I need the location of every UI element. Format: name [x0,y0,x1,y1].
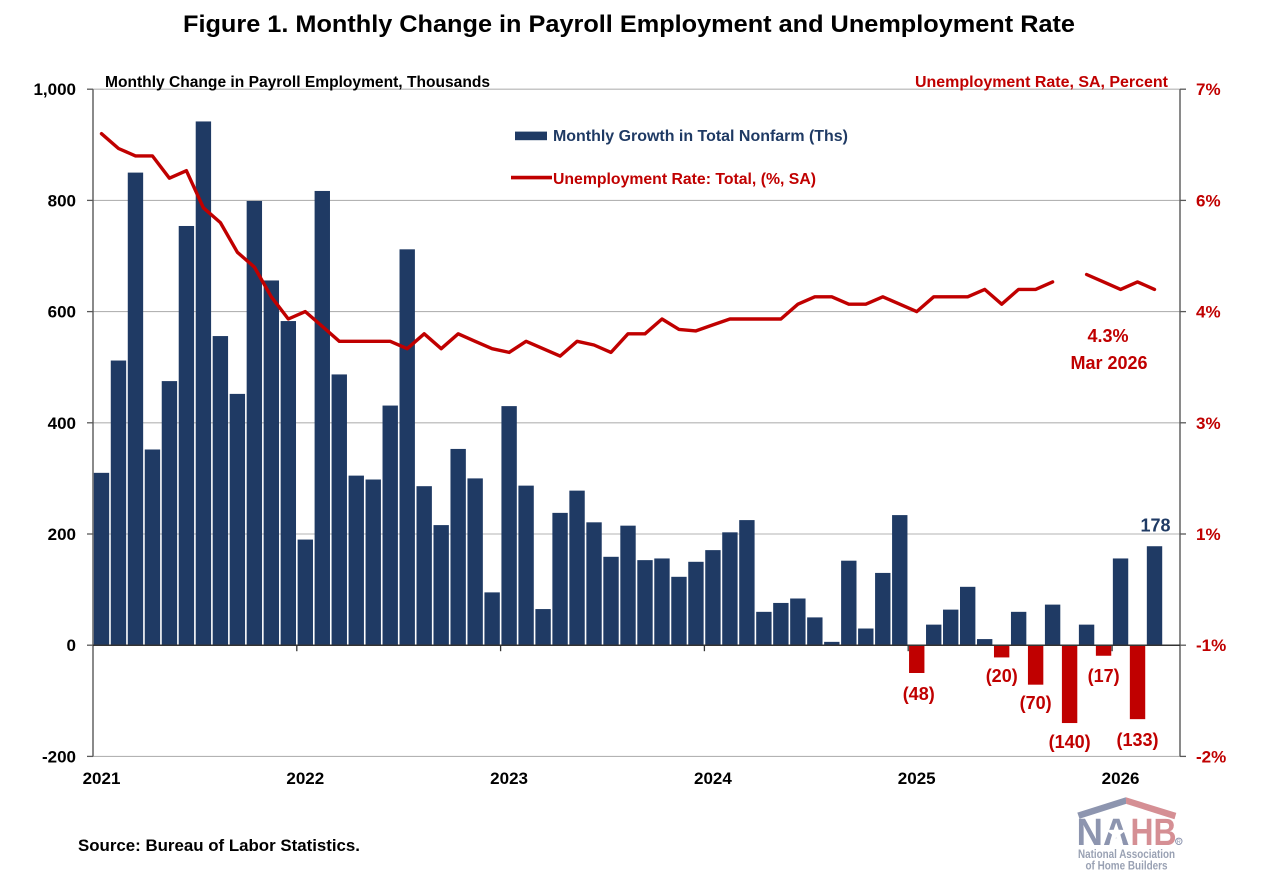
svg-text:R: R [1177,840,1181,846]
svg-text:(140): (140) [1049,732,1091,752]
svg-text:178: 178 [1140,516,1170,536]
svg-text:2025: 2025 [898,769,936,788]
svg-text:4%: 4% [1196,303,1221,322]
svg-text:1,000: 1,000 [33,80,76,99]
svg-text:Mar 2026: Mar 2026 [1070,353,1147,373]
svg-text:4.3%: 4.3% [1087,326,1128,346]
svg-text:Unemployment Rate, SA, Percent: Unemployment Rate, SA, Percent [915,74,1168,91]
svg-text:6%: 6% [1196,191,1221,210]
svg-text:800: 800 [48,191,76,210]
svg-text:(70): (70) [1020,693,1052,713]
svg-text:(17): (17) [1088,666,1120,686]
svg-text:600: 600 [48,303,76,322]
svg-text:2024: 2024 [694,769,732,788]
svg-text:0: 0 [67,636,76,655]
svg-text:Monthly Growth in Total Nonfar: Monthly Growth in Total Nonfarm (Ths) [553,128,848,145]
svg-text:2026: 2026 [1102,769,1140,788]
svg-text:Monthly Change in Payroll Empl: Monthly Change in Payroll Employment, Th… [105,74,490,91]
svg-text:(48): (48) [903,684,935,704]
svg-text:Unemployment Rate: Total, (%,: Unemployment Rate: Total, (%, SA) [553,171,816,188]
svg-text:-200: -200 [42,747,76,766]
svg-text:7%: 7% [1196,80,1221,99]
svg-text:of Home Builders: of Home Builders [1086,860,1168,872]
svg-text:1%: 1% [1196,525,1221,544]
svg-text:-2%: -2% [1196,747,1226,766]
svg-text:2021: 2021 [83,769,121,788]
svg-text:3%: 3% [1196,414,1221,433]
svg-text:2022: 2022 [286,769,324,788]
svg-text:Figure 1. Monthly Change in Pa: Figure 1. Monthly Change in Payroll Empl… [183,11,1075,38]
svg-text:400: 400 [48,414,76,433]
svg-text:(133): (133) [1116,730,1158,750]
svg-text:National Association: National Association [1078,849,1175,861]
svg-text:200: 200 [48,525,76,544]
svg-text:(20): (20) [986,666,1018,686]
svg-text:Source: Bureau of Labor Statis: Source: Bureau of Labor Statistics. [78,837,360,855]
svg-text:HB: HB [1131,812,1177,854]
svg-text:2023: 2023 [490,769,528,788]
svg-text:-1%: -1% [1196,636,1226,655]
